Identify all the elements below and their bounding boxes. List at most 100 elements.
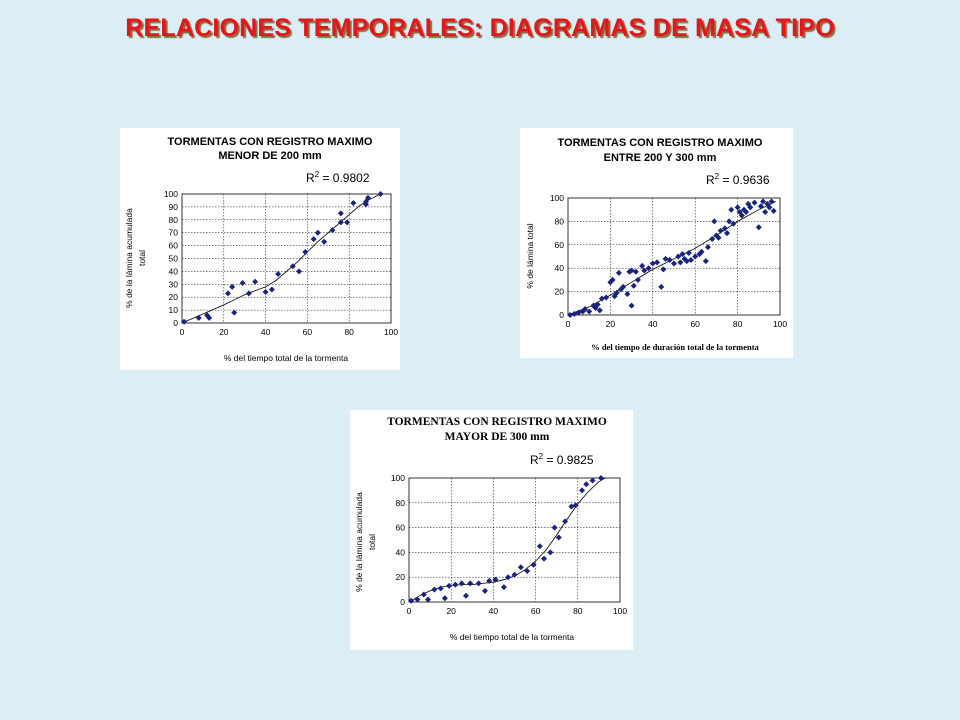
- data-point: [424, 596, 431, 603]
- data-point: [505, 574, 512, 581]
- x-tick-label: 20: [606, 319, 616, 329]
- data-point: [252, 278, 259, 285]
- data-point: [581, 306, 588, 313]
- data-point: [704, 244, 711, 251]
- data-point: [628, 302, 635, 309]
- x-tick-label: 100: [773, 319, 787, 329]
- data-point: [541, 555, 548, 562]
- data-point: [206, 314, 213, 321]
- data-point: [717, 227, 724, 234]
- grid-lines: [182, 194, 391, 323]
- data-point: [660, 266, 667, 273]
- data-point: [329, 227, 336, 234]
- data-point: [685, 249, 692, 256]
- data-point: [630, 282, 637, 289]
- data-point: [572, 502, 579, 509]
- data-point: [296, 268, 303, 275]
- data-point: [414, 596, 421, 603]
- r2-label: R2 = 0.9636: [706, 172, 770, 187]
- data-point: [594, 301, 601, 308]
- x-tick-label: 80: [344, 327, 354, 337]
- data-point: [229, 283, 236, 290]
- chart-title: TORMENTAS CON REGISTRO MAXIMO: [168, 136, 373, 148]
- data-point: [768, 198, 775, 205]
- data-point: [632, 268, 639, 275]
- data-point: [764, 200, 771, 207]
- y-tick-label: 70: [169, 228, 179, 238]
- data-point: [603, 294, 610, 301]
- data-point: [743, 209, 750, 216]
- data-point: [337, 219, 344, 226]
- chart-svg-menor-200: TORMENTAS CON REGISTRO MAXIMO MENOR DE 2…: [124, 136, 398, 363]
- data-point: [441, 595, 448, 602]
- data-point: [671, 260, 677, 267]
- data-point: [755, 224, 762, 231]
- data-point: [675, 253, 682, 260]
- data-point: [728, 206, 735, 213]
- data-point: [481, 587, 488, 594]
- x-tick-label: 100: [613, 606, 627, 616]
- data-point: [239, 280, 246, 287]
- data-point: [611, 293, 618, 300]
- data-point: [639, 262, 646, 269]
- data-point: [511, 571, 518, 578]
- data-point: [245, 290, 252, 297]
- y-tick-label: 40: [555, 263, 565, 273]
- x-tick-label: 100: [384, 327, 398, 337]
- data-point: [458, 580, 465, 587]
- data-point: [204, 312, 211, 319]
- y-tick-label: 10: [169, 305, 179, 315]
- data-point: [590, 302, 597, 309]
- y-axis-label-line-1: % de la lámina acumulada: [354, 492, 364, 592]
- slide-title: RELACIONES TEMPORALES: DIAGRAMAS DE MASA…: [125, 14, 835, 42]
- data-point: [645, 265, 652, 272]
- x-tick-label: 20: [446, 606, 456, 616]
- r2-label: R2 = 0.9825: [530, 452, 594, 467]
- data-point: [713, 232, 720, 239]
- data-point: [711, 218, 718, 225]
- data-point: [598, 295, 605, 302]
- data-point: [589, 477, 596, 484]
- x-tick-label: 40: [648, 319, 658, 329]
- data-point: [337, 210, 344, 217]
- data-point: [524, 568, 531, 574]
- x-tick-label: 60: [690, 319, 700, 329]
- data-point: [302, 249, 309, 256]
- y-tick-labels: 0 10 20 30 40 50 60 70 80 90 100: [164, 189, 178, 328]
- chart-svg-mayor-300: TORMENTAS CON REGISTRO MAXIMO MAYOR DE 3…: [354, 416, 627, 642]
- data-point: [760, 198, 767, 205]
- y-tick-label: 0: [559, 310, 564, 320]
- data-point: [486, 577, 493, 584]
- chart-subtitle: MENOR DE 200 mm: [218, 150, 322, 162]
- x-tick-labels: 0 20 40 60 80 100: [566, 319, 788, 329]
- data-point: [408, 597, 415, 604]
- chart-subtitle: MAYOR DE 300 mm: [445, 431, 550, 443]
- x-tick-label: 40: [261, 327, 271, 337]
- y-tick-labels: 0 20 40 60 80 100: [391, 473, 405, 607]
- data-point: [195, 314, 202, 321]
- y-tick-labels: 0 20 40 60 80 100: [550, 193, 564, 320]
- y-tick-label: 60: [396, 523, 406, 533]
- x-tick-label: 60: [303, 327, 313, 337]
- data-point: [634, 276, 641, 283]
- x-tick-label: 60: [531, 606, 541, 616]
- data-point: [620, 283, 627, 290]
- data-point: [770, 207, 777, 214]
- data-point: [613, 289, 620, 296]
- data-point: [721, 225, 728, 232]
- data-point: [551, 524, 558, 531]
- data-point: [596, 307, 603, 314]
- data-point: [666, 257, 673, 264]
- r2-label: R2 = 0.9802: [306, 170, 370, 185]
- y-tick-label: 30: [169, 279, 179, 289]
- data-point: [683, 258, 690, 265]
- data-point: [762, 209, 769, 216]
- data-point: [734, 204, 741, 211]
- y-tick-label: 80: [169, 215, 179, 225]
- data-point: [740, 206, 747, 213]
- y-tick-label: 100: [391, 473, 405, 483]
- data-point: [641, 267, 648, 274]
- data-point: [751, 199, 758, 206]
- data-point: [362, 201, 369, 208]
- data-point: [492, 576, 499, 583]
